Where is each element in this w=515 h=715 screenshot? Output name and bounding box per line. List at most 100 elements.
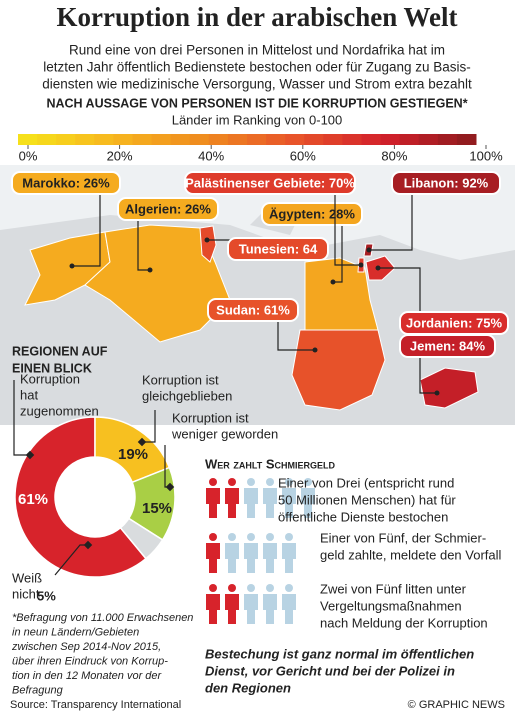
footnote: in neun Ländern/Gebieten: [12, 626, 139, 638]
person-icon: [225, 478, 239, 518]
country-label-box: [11, 171, 121, 195]
person-icon: [282, 584, 296, 624]
person-icon: [263, 478, 277, 518]
person-body: [282, 543, 296, 573]
country: [199, 225, 217, 263]
leader-dot: [69, 263, 75, 269]
donut-leader-dot: [25, 450, 35, 460]
scale-segment: [247, 134, 267, 145]
scale-segment: [75, 134, 95, 145]
donut-value-label: 5%: [37, 588, 56, 603]
person-head: [247, 584, 255, 592]
donut-value-label: 61%: [18, 491, 48, 508]
credit: © GRAPHIC NEWS: [408, 699, 505, 711]
person-body: [206, 594, 220, 624]
leader-dot: [330, 279, 336, 285]
scale-tick-label: 20%: [107, 148, 133, 163]
scale-tick-label: 40%: [198, 148, 224, 163]
person-icon: [282, 533, 296, 573]
person-icon: [225, 584, 239, 624]
person-head: [209, 584, 217, 592]
person-icon: [263, 533, 277, 573]
leader-dot: [434, 390, 440, 396]
scale-tick-label: 60%: [290, 148, 316, 163]
map-subheading: Länder im Ranking von 0-100: [172, 112, 343, 127]
bribery-text: geld zahlte, meldete den Vorfall: [320, 547, 502, 562]
person-body: [263, 488, 277, 518]
leader-line: [333, 225, 343, 283]
donut-value-label: 15%: [142, 500, 172, 517]
title: Korruption in der arabischen Welt: [56, 2, 457, 32]
leader-line: [277, 321, 315, 351]
footnote: zwischen Sep 2014-Nov 2015,: [11, 641, 161, 653]
donut-leader-dot: [165, 482, 175, 492]
person-head: [228, 478, 236, 486]
leader-line: [334, 194, 361, 266]
scale-segment: [113, 134, 133, 145]
donut-leader: [13, 380, 30, 456]
leader-line: [137, 220, 150, 271]
person-head: [228, 584, 236, 592]
person-head: [209, 478, 217, 486]
footnote: über ihren Eindruck von Korrup-: [12, 655, 168, 667]
country-label: Jordanien: 75%: [406, 315, 503, 330]
leader-dot: [358, 262, 364, 268]
scale-segment: [18, 134, 38, 145]
person-icon: [263, 584, 277, 624]
bribery-text: Einer von Fünf, der Schmier-: [320, 530, 486, 545]
country-label-box: [391, 171, 501, 195]
donut-leader: [142, 410, 156, 443]
person-icon: [225, 533, 239, 573]
person-icon: [244, 533, 258, 573]
scale-segment: [380, 134, 401, 145]
donut-category-label: zugenommen: [20, 403, 99, 418]
bribery-note: Dienst, vor Gericht und bei der Polizei …: [205, 663, 455, 678]
leader-line: [369, 194, 413, 251]
country-label-box: [207, 298, 299, 322]
scale-segment: [361, 134, 382, 145]
bribery-title: Wer zahlt Schmiergeld: [205, 456, 335, 471]
donut-category-label: Korruption ist: [172, 410, 249, 425]
leader-dot: [312, 347, 318, 353]
donut-category-label: Korruption ist: [142, 372, 219, 387]
person-head: [285, 584, 293, 592]
scale-segment: [285, 134, 305, 145]
scale-segment: [399, 134, 420, 145]
country-label-box: [117, 197, 219, 221]
scale-segment: [189, 134, 210, 145]
leader-line: [419, 357, 437, 394]
scale-segment: [437, 134, 458, 145]
footnote: tion in den 12 Monaten vor der: [12, 670, 163, 682]
bribery-text: öffentliche Dienste bestochen: [278, 509, 448, 524]
scale-segment: [170, 134, 191, 145]
person-head: [285, 533, 293, 541]
footnote: Befragung: [12, 684, 64, 696]
bribery-text: Vergeltungsmaßnahmen: [320, 598, 462, 613]
leader-dot: [204, 237, 210, 243]
donut-leader-dot: [137, 437, 147, 447]
person-icon: [301, 478, 315, 518]
person-icon: [244, 478, 258, 518]
donut-segment: [14, 416, 148, 578]
country-label: Libanon: 92%: [404, 175, 489, 190]
subtitle: letzten Jahr öffentlich Bedienstete best…: [43, 60, 471, 75]
person-body: [225, 543, 239, 573]
person-body: [263, 543, 277, 573]
person-body: [263, 594, 277, 624]
leader-dot: [375, 265, 381, 271]
person-body: [225, 594, 239, 624]
person-icon: [282, 478, 296, 518]
donut-category-label: nicht: [12, 586, 40, 601]
person-body: [206, 543, 220, 573]
person-body: [244, 543, 258, 573]
person-body: [244, 594, 258, 624]
leader-dot: [366, 247, 372, 253]
map-heading: NACH AUSSAGE VON PERSONEN IST DIE KORRUP…: [46, 96, 467, 110]
donut-title: REGIONEN AUF: [12, 344, 108, 358]
country-label-box: [184, 171, 356, 195]
country-label: Palästinenser Gebiete: 70%: [185, 175, 355, 190]
scale-segment: [94, 134, 114, 145]
country: [84, 224, 231, 343]
person-icon: [244, 584, 258, 624]
